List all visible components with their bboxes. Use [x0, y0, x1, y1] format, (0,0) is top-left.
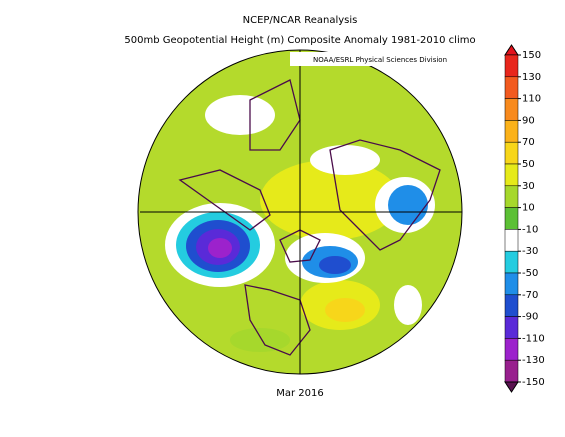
colorbar-label: 70: [522, 137, 535, 148]
colorbar-label: -150: [522, 377, 545, 388]
colorbar-segment: [504, 120, 519, 143]
colorbar-segment: [504, 185, 519, 208]
colorbar-segment: [504, 338, 519, 361]
colorbar-segment: [504, 294, 519, 317]
colorbar-segment: [504, 54, 519, 78]
colorbar-segment: [504, 229, 519, 252]
colorbar-arrow: [504, 44, 519, 56]
colorbar-label: -70: [522, 290, 538, 301]
colorbar-label: 30: [522, 181, 535, 192]
colorbar-label: 50: [522, 159, 535, 170]
colorbar-label: -130: [522, 355, 545, 366]
subtitle: 500mb Geopotential Height (m) Composite …: [124, 35, 475, 46]
colorbar-segment: [504, 316, 519, 339]
colorbar: 150 130 110 90 70 50 30 10 -10 -30 -50 -70 -90 -110 -1…: [504, 44, 545, 393]
colorbar-segment: [504, 98, 519, 121]
colorbar-segment: [504, 272, 519, 296]
date-label: Mar 2016: [276, 388, 324, 399]
colorbar-segment: [504, 359, 519, 383]
colorbar-label: 150: [522, 50, 541, 61]
colorbar-segment: [504, 76, 519, 99]
colorbar-label: -10: [522, 224, 538, 235]
title: NCEP/NCAR Reanalysis: [243, 15, 358, 26]
credit-box: [290, 52, 470, 66]
colorbar-arrow: [504, 381, 519, 393]
colorbar-label: 110: [522, 94, 541, 105]
colorbar-segment: [504, 250, 519, 274]
colorbar-label: -30: [522, 246, 538, 257]
colorbar-label: -110: [522, 333, 545, 344]
colorbar-label: -90: [522, 312, 538, 323]
colorbar-segment: [504, 163, 519, 187]
colorbar-segment: [504, 207, 519, 230]
colorbar-label: 130: [522, 72, 541, 83]
colorbar-label: -50: [522, 268, 538, 279]
credit: NOAA/ESRL Physical Sciences Division: [313, 56, 447, 64]
colorbar-label: 10: [522, 203, 535, 214]
colorbar-label: 90: [522, 115, 535, 126]
colorbar-segment: [504, 141, 519, 165]
